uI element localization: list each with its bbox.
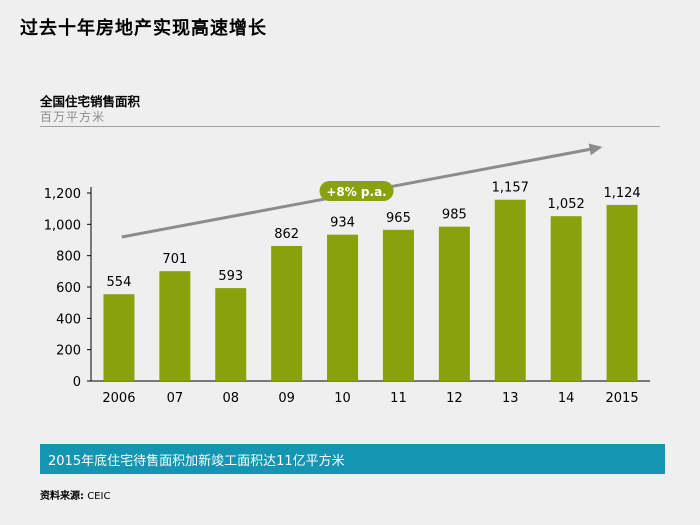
source-value: CEIC	[87, 491, 111, 502]
bar	[103, 294, 135, 381]
x-tick-label: 2015	[606, 391, 639, 406]
y-tick-label: 400	[56, 312, 81, 327]
bar	[494, 199, 526, 381]
y-tick-label: 800	[56, 250, 81, 265]
x-tick-label: 13	[502, 391, 519, 406]
slide-title: 过去十年房地产实现高速增长	[20, 18, 267, 39]
growth-badge	[319, 181, 394, 201]
source-label: 资料来源:	[40, 491, 84, 502]
x-tick-label: 11	[390, 391, 407, 406]
footer-note-band: 2015年底住宅待售面积加新竣工面积达11亿平方米	[40, 444, 665, 474]
bar-value-label: 934	[330, 216, 355, 231]
y-tick-label: 0	[73, 375, 81, 390]
footer-note-text: 2015年底住宅待售面积加新竣工面积达11亿平方米	[48, 453, 345, 469]
bar	[327, 234, 359, 381]
bar	[215, 288, 247, 381]
bar-value-label: 1,124	[603, 186, 640, 201]
bar-value-label: 593	[218, 269, 243, 284]
bar-value-label: 985	[442, 208, 467, 223]
x-tick-label: 07	[167, 391, 184, 406]
source-note: 资料来源: CEIC	[40, 487, 110, 502]
y-tick-label: 600	[56, 281, 81, 296]
bar-value-label: 1,052	[548, 197, 585, 212]
growth-badge-label: +8% p.a.	[326, 185, 386, 199]
bar	[606, 204, 638, 381]
chart-unit-label: 百万平方米	[40, 110, 106, 124]
bar	[271, 245, 303, 381]
chart-title: 全国住宅销售面积	[40, 94, 141, 109]
bar-value-label: 965	[386, 211, 411, 226]
x-tick-label: 12	[446, 391, 463, 406]
bar	[382, 229, 414, 381]
x-tick-label: 10	[334, 391, 351, 406]
x-tick-label: 2006	[102, 391, 135, 406]
y-tick-label: 1,000	[44, 218, 81, 233]
bar-value-label: 701	[162, 252, 187, 267]
y-tick-label: 200	[56, 344, 81, 359]
y-tick-label: 1,200	[44, 187, 81, 202]
x-tick-label: 14	[558, 391, 575, 406]
bar-value-label: 862	[274, 227, 299, 242]
x-tick-label: 08	[222, 391, 239, 406]
bar-value-label: 1,157	[492, 181, 529, 196]
bar	[438, 226, 470, 381]
x-tick-label: 09	[278, 391, 295, 406]
trend-arrowhead	[588, 143, 603, 156]
bar	[550, 216, 582, 381]
bar-value-label: 554	[107, 275, 132, 290]
header-divider	[40, 126, 660, 127]
bar	[159, 271, 191, 381]
